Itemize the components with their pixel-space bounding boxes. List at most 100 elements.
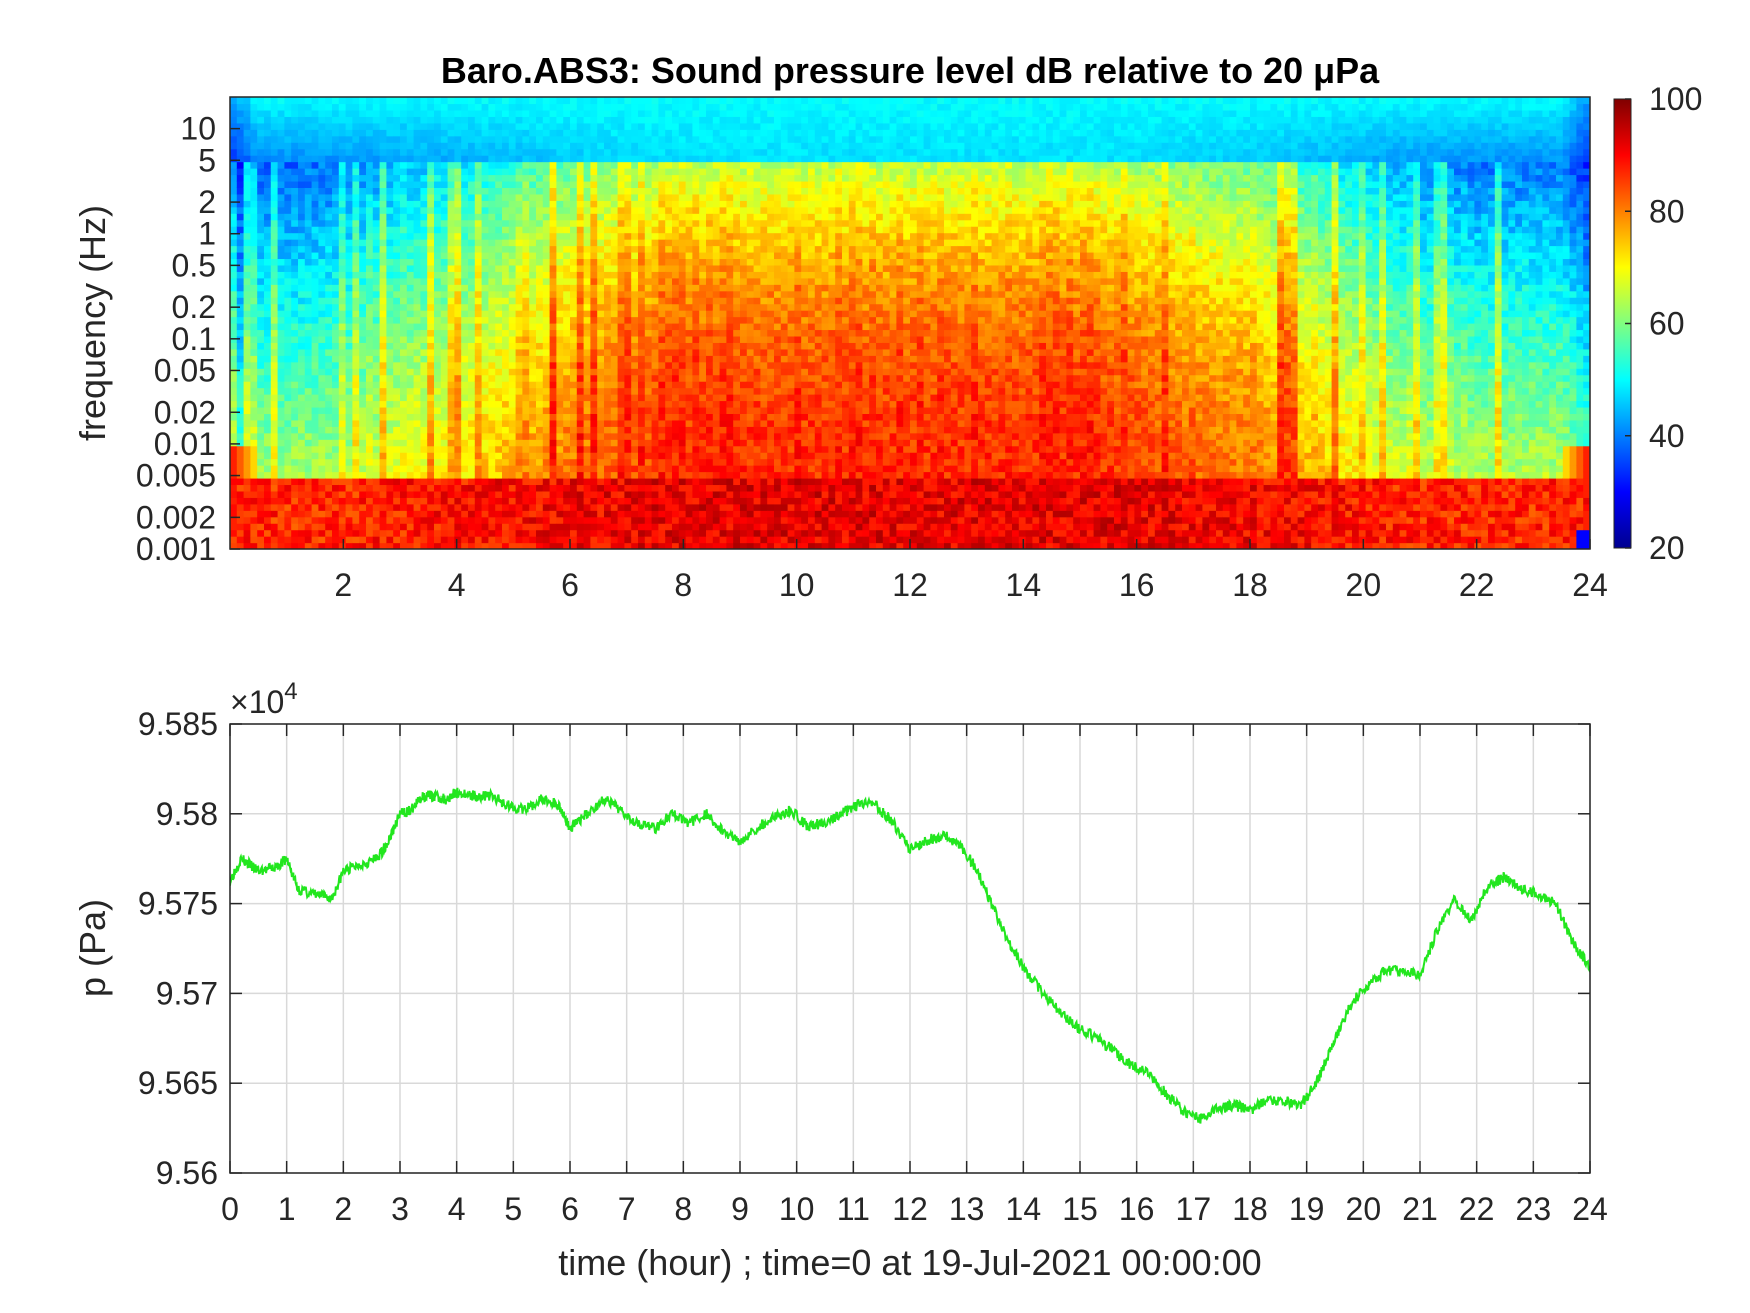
spectrogram-cell	[468, 503, 476, 511]
spectrogram-cell	[332, 400, 340, 408]
spectrogram-cell	[250, 219, 258, 227]
spectrogram-cell	[332, 290, 340, 298]
spectrogram-cell	[243, 168, 251, 176]
spectrogram-cell	[515, 419, 523, 427]
spectrogram-cell	[379, 348, 387, 356]
spectrogram-cell	[481, 342, 489, 350]
spectrogram-cell	[434, 348, 442, 356]
spectrogram-cell	[359, 387, 367, 395]
spectrogram-cell	[332, 381, 340, 389]
spectrogram-cell	[597, 458, 605, 466]
spectrogram-cell	[610, 368, 619, 376]
spectrogram-cell	[406, 103, 415, 111]
spectrogram-cell	[556, 374, 564, 382]
spectrogram-cell	[270, 542, 279, 549]
spectrogram-cell	[515, 368, 523, 376]
spectrogram-cell	[386, 503, 394, 511]
spectrogram-cell	[549, 193, 557, 201]
spectrogram-cell	[298, 168, 306, 176]
spectrogram-cell	[420, 523, 428, 531]
spectrogram-cell	[638, 458, 646, 466]
spectrogram-cell	[298, 187, 306, 195]
spectrogram-cell	[345, 271, 353, 279]
spectrogram-cell	[366, 258, 374, 266]
spectrogram-cell	[610, 452, 619, 460]
spectrogram-cell	[699, 174, 707, 182]
spectrogram-cell	[522, 142, 530, 150]
spectrogram-cell	[359, 510, 367, 518]
spectrogram-cell	[508, 206, 517, 214]
spectrogram-cell	[495, 251, 503, 260]
spectrogram-cell	[638, 277, 646, 285]
spectrogram-cell	[406, 516, 415, 524]
spectrogram-cell	[529, 465, 537, 473]
spectrogram-cell	[658, 523, 666, 531]
spectrogram-cell	[325, 232, 333, 240]
spectrogram-cell	[318, 135, 326, 143]
spectrogram-cell	[631, 161, 639, 169]
spectrogram-cell	[243, 232, 251, 240]
spectrogram-cell	[644, 503, 653, 511]
spectrogram-cell	[474, 245, 483, 253]
spectrogram-cell	[536, 471, 544, 479]
spectrogram-cell	[536, 342, 544, 350]
spectrogram-cell	[236, 310, 245, 318]
spectrogram-cell	[590, 206, 598, 214]
spectrogram-cell	[556, 239, 564, 247]
spectrogram-cell	[495, 529, 503, 537]
spectrogram-cell	[372, 510, 381, 518]
spectrogram-cell	[529, 271, 537, 279]
spectrogram-cell	[264, 97, 272, 105]
spectrogram-cell	[474, 542, 483, 549]
spectrogram-cell	[298, 335, 306, 343]
spectrogram-cell	[277, 200, 285, 208]
spectrogram-cell	[706, 219, 714, 227]
spectrogram-cell	[393, 445, 401, 453]
spectrogram-cell	[495, 536, 503, 544]
spectrogram-cell	[570, 277, 578, 285]
spectrogram-cell	[366, 161, 374, 169]
spectrogram-cell	[536, 148, 544, 156]
spectrogram-cell	[427, 484, 435, 492]
spectrogram-cell	[638, 361, 646, 369]
spectrogram-cell	[631, 458, 639, 466]
spectrogram-cell	[508, 419, 517, 427]
spectrogram-cell	[617, 458, 625, 466]
spectrogram-cell	[298, 284, 306, 292]
spectrogram-cell	[461, 381, 469, 389]
spectrogram-cell	[325, 465, 333, 473]
spectrogram-cell	[284, 226, 292, 234]
spectrogram-cell	[495, 368, 503, 376]
spectrogram-cell	[440, 523, 449, 531]
spectrogram-cell	[318, 361, 326, 369]
spectrogram-cell	[685, 103, 693, 111]
spectrogram-cell	[352, 206, 360, 214]
spectrogram-cell	[597, 161, 605, 169]
spectrogram-cell	[298, 529, 306, 537]
spectrogram-cell	[250, 497, 258, 505]
spectrogram-cell	[420, 174, 428, 182]
spectrogram-cell	[406, 381, 415, 389]
spectrogram-cell	[644, 355, 653, 363]
spectrogram-cell	[604, 426, 612, 434]
spectrogram-cell	[406, 523, 415, 531]
spectrogram-cell	[699, 297, 707, 305]
spectrogram-cell	[604, 335, 612, 343]
spectrogram-cell	[379, 251, 387, 260]
spectrogram-cell	[583, 310, 591, 318]
spectrogram-cell	[447, 368, 455, 376]
spectrogram-cell	[549, 465, 557, 473]
spectrogram-cell	[434, 226, 442, 234]
spectrogram-cell	[597, 529, 605, 537]
spectrogram-cell	[522, 381, 530, 389]
spectrogram-cell	[372, 303, 381, 311]
spectrogram-cell	[576, 219, 585, 227]
spectrogram-cell	[413, 122, 421, 130]
spectrogram-cell	[230, 316, 238, 324]
spectrogram-cell	[277, 155, 285, 163]
spectrogram-cell	[678, 400, 687, 408]
spectrogram-cell	[699, 374, 707, 382]
spectrogram-cell	[692, 374, 700, 382]
spectrogram-cell	[617, 239, 625, 247]
spectrogram-cell	[678, 536, 687, 544]
